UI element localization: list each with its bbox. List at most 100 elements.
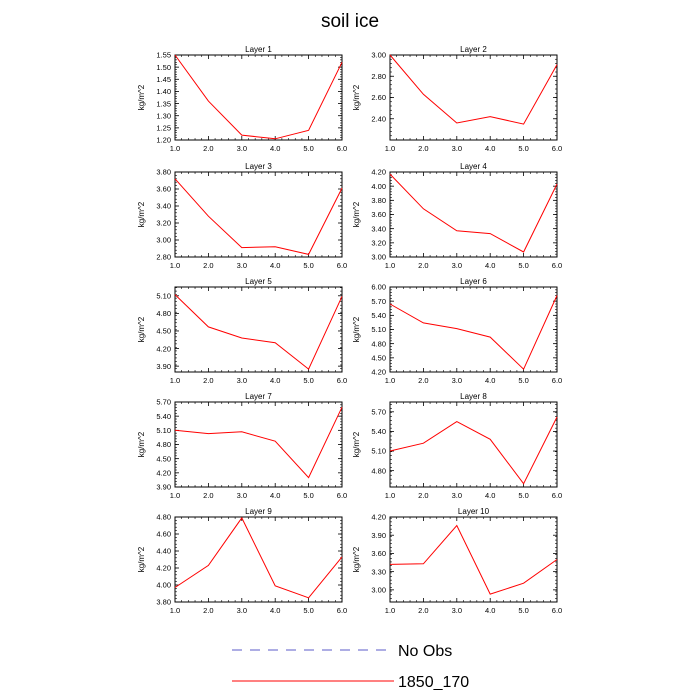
x-tick-label: 4.0 xyxy=(270,491,280,500)
x-tick-label: 1.0 xyxy=(385,144,395,153)
x-tick-label: 2.0 xyxy=(418,376,428,385)
x-tick-label: 3.0 xyxy=(237,491,247,500)
y-tick-label: 3.00 xyxy=(371,253,386,262)
y-tick-label: 4.20 xyxy=(371,513,386,522)
y-tick-label: 2.60 xyxy=(371,93,386,102)
y-tick-label: 4.20 xyxy=(156,469,171,478)
y-tick-label: 3.60 xyxy=(156,185,171,194)
panel-title: Layer 4 xyxy=(460,162,487,171)
x-tick-label: 6.0 xyxy=(552,261,562,270)
series-line-1850-170 xyxy=(389,524,558,595)
plot-frame xyxy=(389,171,558,258)
y-tick-label: 1.20 xyxy=(156,136,171,145)
x-tick-label: 5.0 xyxy=(303,376,313,385)
x-tick-label: 2.0 xyxy=(418,491,428,500)
y-axis-label: kg/m^2 xyxy=(137,201,146,227)
x-tick-label: 1.0 xyxy=(385,376,395,385)
chart-panel-2: Layer 2 1.0 2.0 3.0 4.0 5.0 6.0 2.40 2.60 2.80 3.0… xyxy=(352,45,562,153)
y-tick-label: 5.70 xyxy=(371,297,386,306)
y-tick-label: 5.40 xyxy=(371,427,386,436)
y-tick-label: 5.70 xyxy=(371,408,386,417)
x-tick-label: 1.0 xyxy=(385,606,395,615)
x-tick-label: 3.0 xyxy=(452,144,462,153)
y-tick-label: 5.70 xyxy=(156,398,171,407)
y-tick-label: 3.90 xyxy=(156,483,171,492)
y-axis-label: kg/m^2 xyxy=(137,316,146,342)
x-tick-label: 1.0 xyxy=(170,376,180,385)
y-tick-label: 3.80 xyxy=(156,168,171,177)
x-tick-label: 5.0 xyxy=(303,606,313,615)
x-tick-label: 1.0 xyxy=(385,491,395,500)
chart-panel-4: Layer 4 1.0 2.0 3.0 4.0 5.0 6.0 3.00 3.20 3.40 3.6… xyxy=(352,162,562,270)
y-tick-label: 5.40 xyxy=(371,311,386,320)
y-tick-label: 3.20 xyxy=(371,239,386,248)
x-tick-label: 6.0 xyxy=(337,144,347,153)
series-line-1850-170 xyxy=(174,294,343,370)
x-tick-label: 2.0 xyxy=(418,144,428,153)
panel-title: Layer 1 xyxy=(245,45,272,54)
x-tick-label: 5.0 xyxy=(303,491,313,500)
y-tick-label: 1.40 xyxy=(156,87,171,96)
y-tick-label: 5.10 xyxy=(156,291,171,300)
chart-panel-3: Layer 3 1.0 2.0 3.0 4.0 5.0 6.0 2.80 3.00 3.20 3.4… xyxy=(137,162,347,270)
y-tick-label: 4.50 xyxy=(371,354,386,363)
x-tick-label: 4.0 xyxy=(485,376,495,385)
x-tick-label: 5.0 xyxy=(518,606,528,615)
chart-panel-7: Layer 7 1.0 2.0 3.0 4.0 5.0 6.0 3.90 4.20 4.50 4.8… xyxy=(137,392,347,500)
x-tick-label: 6.0 xyxy=(552,491,562,500)
y-tick-label: 3.90 xyxy=(156,362,171,371)
plot-frame xyxy=(389,401,558,488)
y-tick-label: 4.40 xyxy=(156,547,171,556)
x-tick-label: 4.0 xyxy=(270,261,280,270)
panel-title: Layer 10 xyxy=(458,507,490,516)
panel-title: Layer 3 xyxy=(245,162,272,171)
y-tick-label: 4.80 xyxy=(371,339,386,348)
y-tick-label: 5.10 xyxy=(156,426,171,435)
y-tick-label: 1.45 xyxy=(156,75,171,84)
series-line-1850-170 xyxy=(389,54,558,125)
y-tick-label: 3.40 xyxy=(156,202,171,211)
x-tick-label: 5.0 xyxy=(518,144,528,153)
x-tick-label: 2.0 xyxy=(203,491,213,500)
y-tick-label: 1.25 xyxy=(156,124,171,133)
x-tick-label: 6.0 xyxy=(337,376,347,385)
x-tick-label: 5.0 xyxy=(303,261,313,270)
y-tick-label: 4.80 xyxy=(371,466,386,475)
x-tick-label: 3.0 xyxy=(237,261,247,270)
series-line-1850-170 xyxy=(174,178,343,255)
plot-frame xyxy=(174,171,343,258)
y-tick-label: 3.80 xyxy=(156,598,171,607)
chart-panel-8: Layer 8 1.0 2.0 3.0 4.0 5.0 6.0 4.80 5.10 5.40 5.7… xyxy=(352,392,562,500)
legend-label-1850-170: 1850_170 xyxy=(398,674,469,691)
x-tick-label: 2.0 xyxy=(418,606,428,615)
y-tick-label: 4.20 xyxy=(156,344,171,353)
panel-title: Layer 2 xyxy=(460,45,487,54)
y-tick-label: 3.90 xyxy=(371,531,386,540)
panel-title: Layer 8 xyxy=(460,392,487,401)
y-axis-label: kg/m^2 xyxy=(352,316,361,342)
y-tick-label: 1.55 xyxy=(156,51,171,60)
x-tick-label: 5.0 xyxy=(518,376,528,385)
x-tick-label: 4.0 xyxy=(485,606,495,615)
x-tick-label: 4.0 xyxy=(270,144,280,153)
plot-frame xyxy=(389,286,558,373)
series-line-1850-170 xyxy=(174,516,343,599)
chart-panel-5: Layer 5 1.0 2.0 3.0 4.0 5.0 6.0 3.90 4.20 4.50 4.8… xyxy=(137,277,347,385)
y-tick-label: 3.30 xyxy=(371,567,386,576)
x-tick-label: 3.0 xyxy=(237,606,247,615)
x-tick-label: 1.0 xyxy=(170,606,180,615)
x-tick-label: 4.0 xyxy=(485,491,495,500)
y-tick-label: 3.00 xyxy=(371,51,386,60)
x-tick-label: 3.0 xyxy=(452,261,462,270)
y-tick-label: 4.80 xyxy=(156,513,171,522)
series-line-1850-170 xyxy=(389,173,558,253)
y-tick-label: 4.20 xyxy=(371,368,386,377)
x-tick-label: 3.0 xyxy=(452,376,462,385)
y-tick-label: 1.35 xyxy=(156,99,171,108)
y-axis-label: kg/m^2 xyxy=(137,431,146,457)
x-tick-label: 4.0 xyxy=(485,144,495,153)
x-tick-label: 1.0 xyxy=(170,261,180,270)
y-tick-label: 4.00 xyxy=(156,581,171,590)
